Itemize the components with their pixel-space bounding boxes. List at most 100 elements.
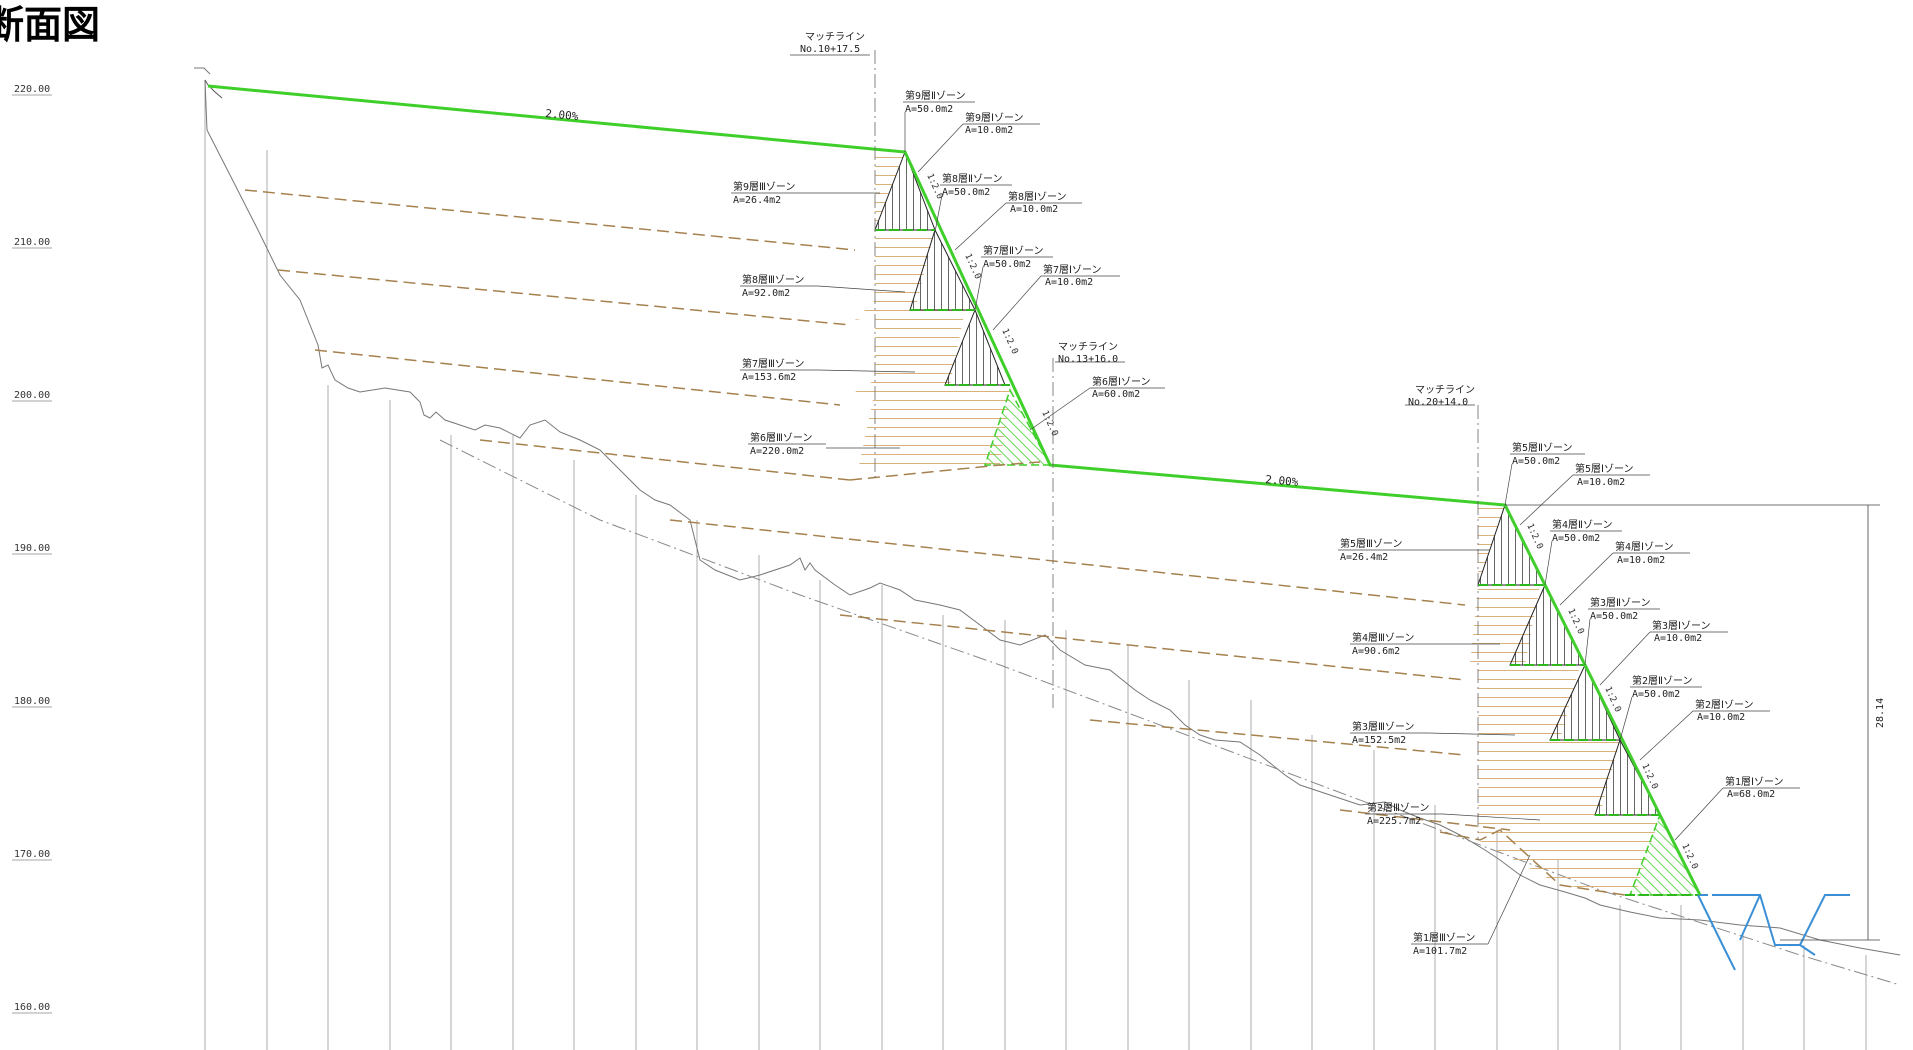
svg-text:第6層Ⅰゾーン: 第6層Ⅰゾーン — [1092, 375, 1150, 388]
slope-ratio-label: 1:2.0 — [1039, 409, 1059, 438]
zone-label: 第9層Ⅲゾーン A=26.4m2 — [731, 180, 880, 206]
svg-text:第5層Ⅲゾーン: 第5層Ⅲゾーン — [1340, 537, 1402, 550]
zone-label: 第5層Ⅲゾーン A=26.4m2 — [1338, 537, 1490, 563]
svg-text:第4層Ⅱゾーン: 第4層Ⅱゾーン — [1552, 518, 1612, 531]
zone-label: 第8層Ⅰゾーン A=10.0m2 — [954, 190, 1082, 251]
elevation-tick-160: 160.00 — [12, 1002, 52, 1014]
existing-ground — [194, 67, 1901, 956]
svg-text:A=10.0m2: A=10.0m2 — [1697, 712, 1745, 723]
match-line-2: マッチライン No.13+16.0 — [1052, 341, 1125, 710]
svg-text:A=225.7m2: A=225.7m2 — [1367, 816, 1421, 827]
zone-label: 第2層Ⅱゾーン A=50.0m2 — [1619, 674, 1702, 741]
layer-boundaries-green — [875, 229, 1700, 896]
svg-text:A=90.6m2: A=90.6m2 — [1352, 646, 1400, 657]
slope-ratio-label: 1:2.0 — [999, 327, 1019, 356]
svg-text:A=50.0m2: A=50.0m2 — [1512, 456, 1560, 467]
svg-text:第4層Ⅲゾーン: 第4層Ⅲゾーン — [1352, 631, 1414, 644]
zone-label: 第3層Ⅲゾーン A=152.5m2 — [1350, 720, 1516, 746]
zone-label: 第2層Ⅰゾーン A=10.0m2 — [1639, 698, 1770, 761]
zone-label: 第4層Ⅱゾーン A=50.0m2 — [1544, 518, 1622, 586]
match-line-station: No.20+14.0 — [1408, 397, 1468, 408]
svg-text:A=50.0m2: A=50.0m2 — [1632, 689, 1680, 700]
svg-text:A=101.7m2: A=101.7m2 — [1413, 946, 1467, 957]
fill-upper-section — [850, 152, 1040, 470]
svg-text:A=10.0m2: A=10.0m2 — [965, 125, 1013, 136]
elevation-label: 160.00 — [14, 1002, 50, 1013]
channel-structure — [1697, 894, 1850, 971]
grade-label: 2.00% — [545, 107, 580, 123]
match-line-title: マッチライン — [1415, 384, 1475, 396]
svg-text:第2層Ⅲゾーン: 第2層Ⅲゾーン — [1367, 801, 1429, 814]
svg-text:A=50.0m2: A=50.0m2 — [983, 259, 1031, 270]
match-line-1: マッチライン No.10+17.5 — [790, 31, 876, 480]
zone-label: 第8層Ⅲゾーン A=92.0m2 — [740, 273, 906, 299]
elevation-axis: 220.00 210.00 200.00 190.00 180.00 170.0… — [12, 84, 52, 1014]
zone-i-wedges — [983, 388, 1702, 896]
zone-label: 第3層Ⅰゾーン A=10.0m2 — [1599, 619, 1728, 686]
zone-label: 第2層Ⅲゾーン A=225.7m2 — [1365, 801, 1541, 827]
svg-text:A=153.6m2: A=153.6m2 — [742, 372, 796, 383]
svg-text:第5層Ⅰゾーン: 第5層Ⅰゾーン — [1575, 462, 1633, 475]
zone-label: 第5層Ⅱゾーン A=50.0m2 — [1504, 441, 1585, 506]
svg-text:第7層Ⅰゾーン: 第7層Ⅰゾーン — [1043, 263, 1101, 276]
elevation-tick-200: 200.00 — [12, 390, 52, 402]
svg-text:A=10.0m2: A=10.0m2 — [1577, 477, 1625, 488]
elevation-tick-190: 190.00 — [12, 543, 52, 555]
elevation-tick-180: 180.00 — [12, 696, 52, 708]
svg-text:第9層Ⅱゾーン: 第9層Ⅱゾーン — [905, 89, 965, 102]
svg-text:A=50.0m2: A=50.0m2 — [905, 104, 953, 115]
match-line-3: マッチライン No.20+14.0 — [1405, 384, 1479, 840]
zone-label: 第4層Ⅲゾーン A=90.6m2 — [1350, 631, 1500, 657]
elevation-label: 220.00 — [14, 84, 50, 95]
svg-text:A=10.0m2: A=10.0m2 — [1654, 633, 1702, 644]
zone-label: 第6層Ⅰゾーン A=60.0m2 — [1029, 375, 1165, 431]
elevation-label: 200.00 — [14, 390, 50, 401]
svg-text:第8層Ⅰゾーン: 第8層Ⅰゾーン — [1008, 190, 1066, 203]
svg-text:A=50.0m2: A=50.0m2 — [1590, 611, 1638, 622]
svg-text:A=92.0m2: A=92.0m2 — [742, 288, 790, 299]
svg-text:A=50.0m2: A=50.0m2 — [1552, 533, 1600, 544]
zone-ii-triangles — [874, 150, 1661, 816]
zone-label: 第1層Ⅲゾーン A=101.7m2 — [1411, 854, 1531, 957]
elevation-label: 210.00 — [14, 237, 50, 248]
station-grid — [204, 80, 1867, 1050]
zone-label: 第9層Ⅰゾーン A=10.0m2 — [917, 111, 1040, 173]
svg-text:A=152.5m2: A=152.5m2 — [1352, 735, 1406, 746]
svg-text:第9層Ⅰゾーン: 第9層Ⅰゾーン — [965, 111, 1023, 124]
svg-text:第8層Ⅲゾーン: 第8層Ⅲゾーン — [742, 273, 804, 286]
zone-label: 第4層Ⅰゾーン A=10.0m2 — [1559, 540, 1690, 606]
svg-text:A=220.0m2: A=220.0m2 — [750, 446, 804, 457]
elevation-tick-170: 170.00 — [12, 849, 52, 861]
height-dimension: 28.14 — [1505, 504, 1886, 941]
elevation-label: 170.00 — [14, 849, 50, 860]
zone-label: 第7層Ⅱゾーン A=50.0m2 — [974, 244, 1053, 311]
zone-label: 第9層Ⅱゾーン A=50.0m2 — [903, 89, 975, 152]
drawing-title: 断面図 — [0, 3, 101, 47]
height-dimension-value: 28.14 — [1875, 698, 1886, 728]
svg-text:第4層Ⅰゾーン: 第4層Ⅰゾーン — [1615, 540, 1673, 553]
svg-text:第3層Ⅲゾーン: 第3層Ⅲゾーン — [1352, 720, 1414, 733]
svg-text:第2層Ⅰゾーン: 第2層Ⅰゾーン — [1695, 698, 1753, 711]
grade-label: 2.00% — [1265, 473, 1299, 489]
zone-label: 第7層Ⅲゾーン A=153.6m2 — [740, 357, 916, 383]
svg-text:A=10.0m2: A=10.0m2 — [1010, 204, 1058, 215]
svg-text:A=68.0m2: A=68.0m2 — [1727, 789, 1775, 800]
svg-text:第7層Ⅲゾーン: 第7層Ⅲゾーン — [742, 357, 804, 370]
elevation-tick-210: 210.00 — [12, 237, 52, 249]
design-line — [207, 84, 1702, 896]
svg-text:A=26.4m2: A=26.4m2 — [1340, 552, 1388, 563]
match-line-station: No.10+17.5 — [800, 44, 860, 55]
svg-text:第8層Ⅱゾーン: 第8層Ⅱゾーン — [942, 172, 1002, 185]
svg-text:A=26.4m2: A=26.4m2 — [733, 195, 781, 206]
layer-lines-brown — [244, 189, 1626, 896]
svg-text:第3層Ⅰゾーン: 第3層Ⅰゾーン — [1652, 619, 1710, 632]
zone-label: 第7層Ⅰゾーン A=10.0m2 — [992, 263, 1120, 331]
svg-text:A=10.0m2: A=10.0m2 — [1617, 555, 1665, 566]
match-line-title: マッチライン — [805, 31, 865, 43]
zone-label: 第6層Ⅲゾーン A=220.0m2 — [748, 431, 900, 457]
match-line-station: No.13+16.0 — [1058, 354, 1118, 365]
svg-text:第2層Ⅱゾーン: 第2層Ⅱゾーン — [1632, 674, 1692, 687]
svg-text:第1層Ⅲゾーン: 第1層Ⅲゾーン — [1413, 931, 1475, 944]
elevation-label: 190.00 — [14, 543, 50, 554]
